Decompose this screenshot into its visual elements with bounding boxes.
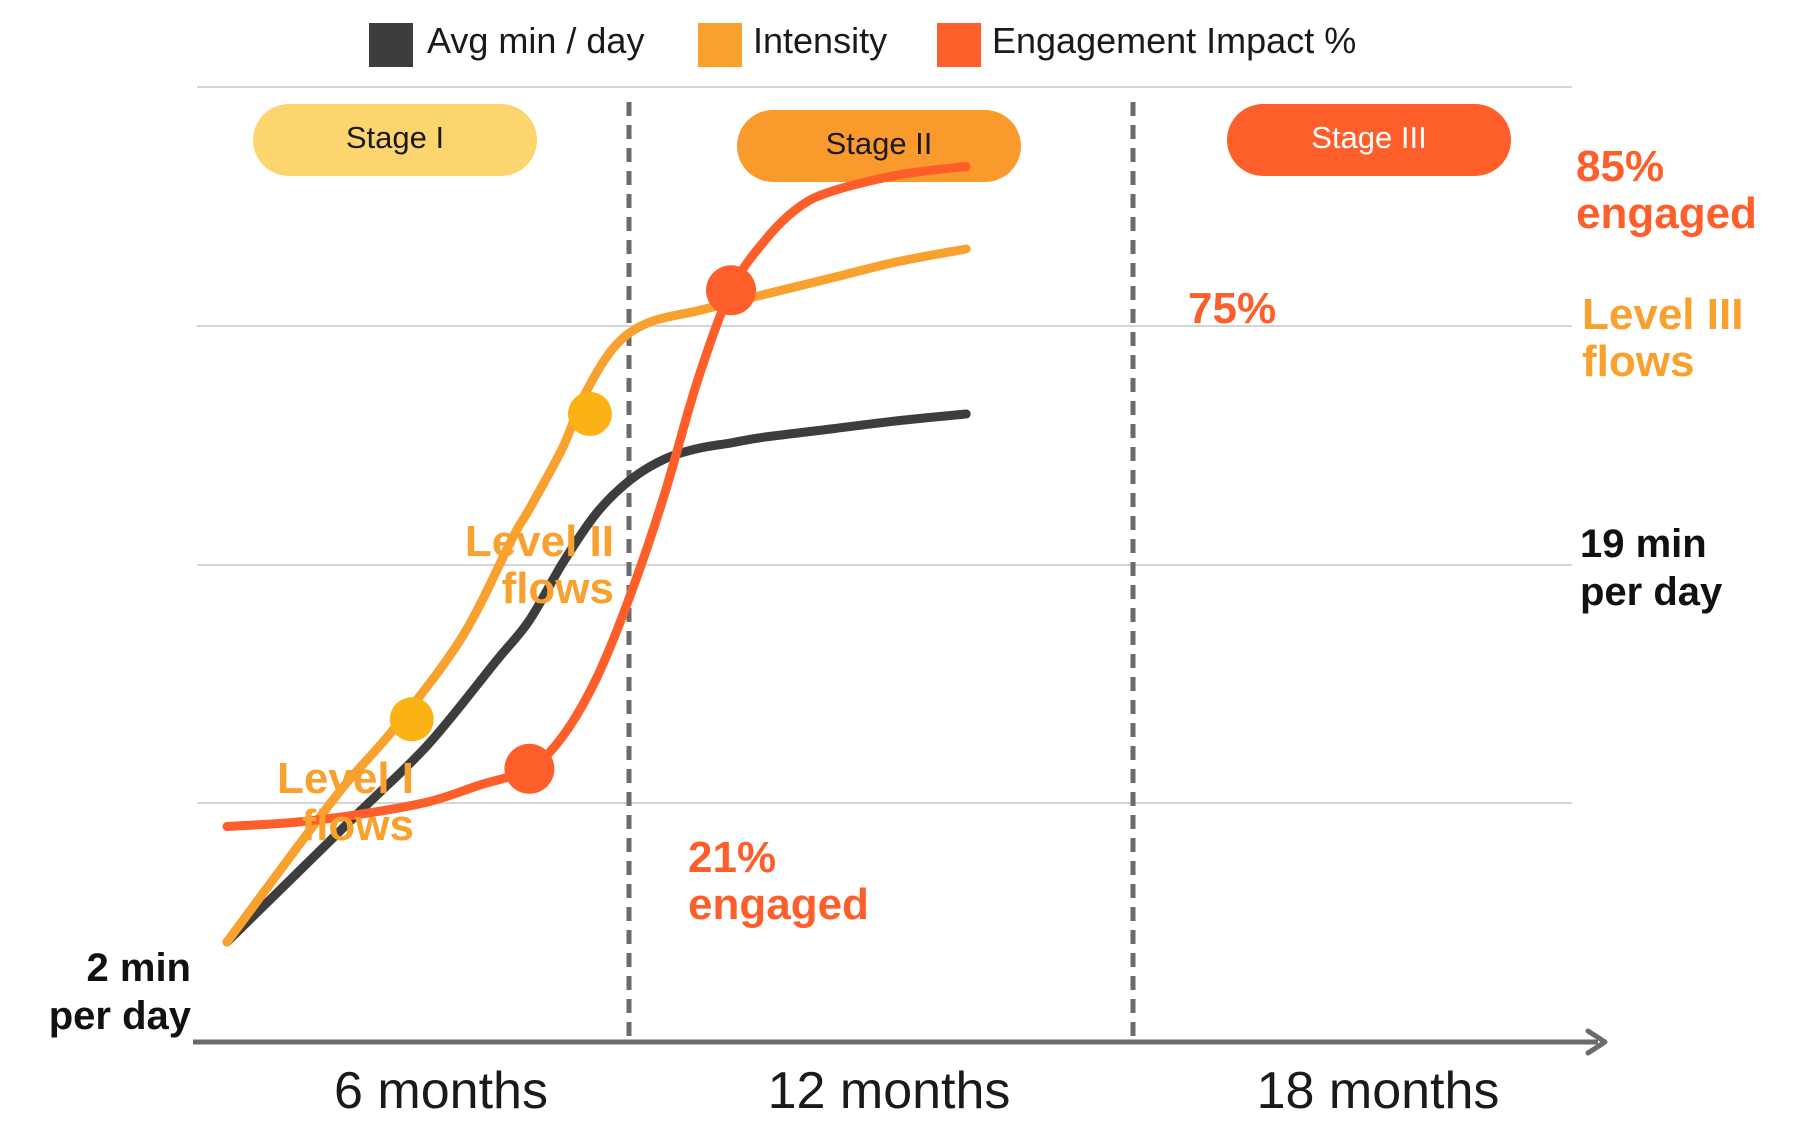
gridlines [197, 86, 1572, 804]
legend-swatch-avg-min [369, 23, 413, 67]
annotation-engaged-85-line-1: 85% [1576, 142, 1664, 191]
legend: Avg min / day Intensity Engagement Impac… [369, 20, 1356, 67]
annotation-level3-line-1: Level III [1582, 290, 1743, 339]
stage-dividers [626, 102, 1136, 1040]
annotation-start-line-1: 2 min [87, 946, 191, 990]
legend-label-avg-min: Avg min / day [427, 20, 644, 61]
annotation-level1-line-1: Level I [277, 754, 414, 803]
series-line-engagement-impact [222, 162, 971, 831]
x-tick-6-months: 6 months [334, 1062, 548, 1120]
annotations: 2 min per day 19 min per day Level I flo… [49, 142, 1757, 1038]
data-markers [389, 265, 756, 794]
annotation-level1-line-2: flows [302, 801, 414, 850]
stage-label-2: Stage II [826, 126, 933, 161]
annotation-engaged-21-line-1: 21% [688, 833, 776, 882]
annotation-end-line-1: 19 min [1580, 522, 1707, 566]
legend-label-engagement: Engagement Impact % [992, 20, 1356, 61]
marker-engagement-impact-3 [504, 743, 555, 794]
x-tick-18-months: 18 months [1257, 1062, 1500, 1120]
x-axis: 6 months 12 months 18 months [193, 1028, 1608, 1120]
annotation-level2-line-1: Level II [465, 517, 614, 566]
annotation-end-line-2: per day [1580, 570, 1723, 614]
stage-label-3: Stage III [1311, 120, 1426, 155]
legend-swatch-intensity [698, 23, 742, 67]
annotation-level3-line-2: flows [1582, 337, 1694, 386]
annotation-engaged-75: 75% [1188, 284, 1276, 333]
annotation-level2-line-2: flows [502, 564, 614, 613]
annotation-engaged-21-line-2: engaged [688, 880, 869, 929]
marker-intensity-2 [567, 392, 612, 436]
annotation-start-line-2: per day [49, 994, 192, 1038]
x-tick-12-months: 12 months [768, 1062, 1011, 1120]
marker-intensity-1 [389, 697, 434, 742]
annotation-engaged-85-line-2: engaged [1576, 189, 1757, 238]
stage-label-1: Stage I [346, 120, 444, 155]
stage-labels: Stage I Stage II Stage III [253, 104, 1511, 182]
x-axis-arrow [1585, 1028, 1608, 1056]
stage-pill-3 [1227, 104, 1511, 176]
legend-label-intensity: Intensity [753, 20, 887, 61]
stage-pill-1 [253, 104, 537, 176]
marker-engagement-impact-4 [706, 265, 756, 316]
legend-swatch-engagement [937, 23, 981, 67]
series-line-avg-min-day [222, 409, 971, 947]
